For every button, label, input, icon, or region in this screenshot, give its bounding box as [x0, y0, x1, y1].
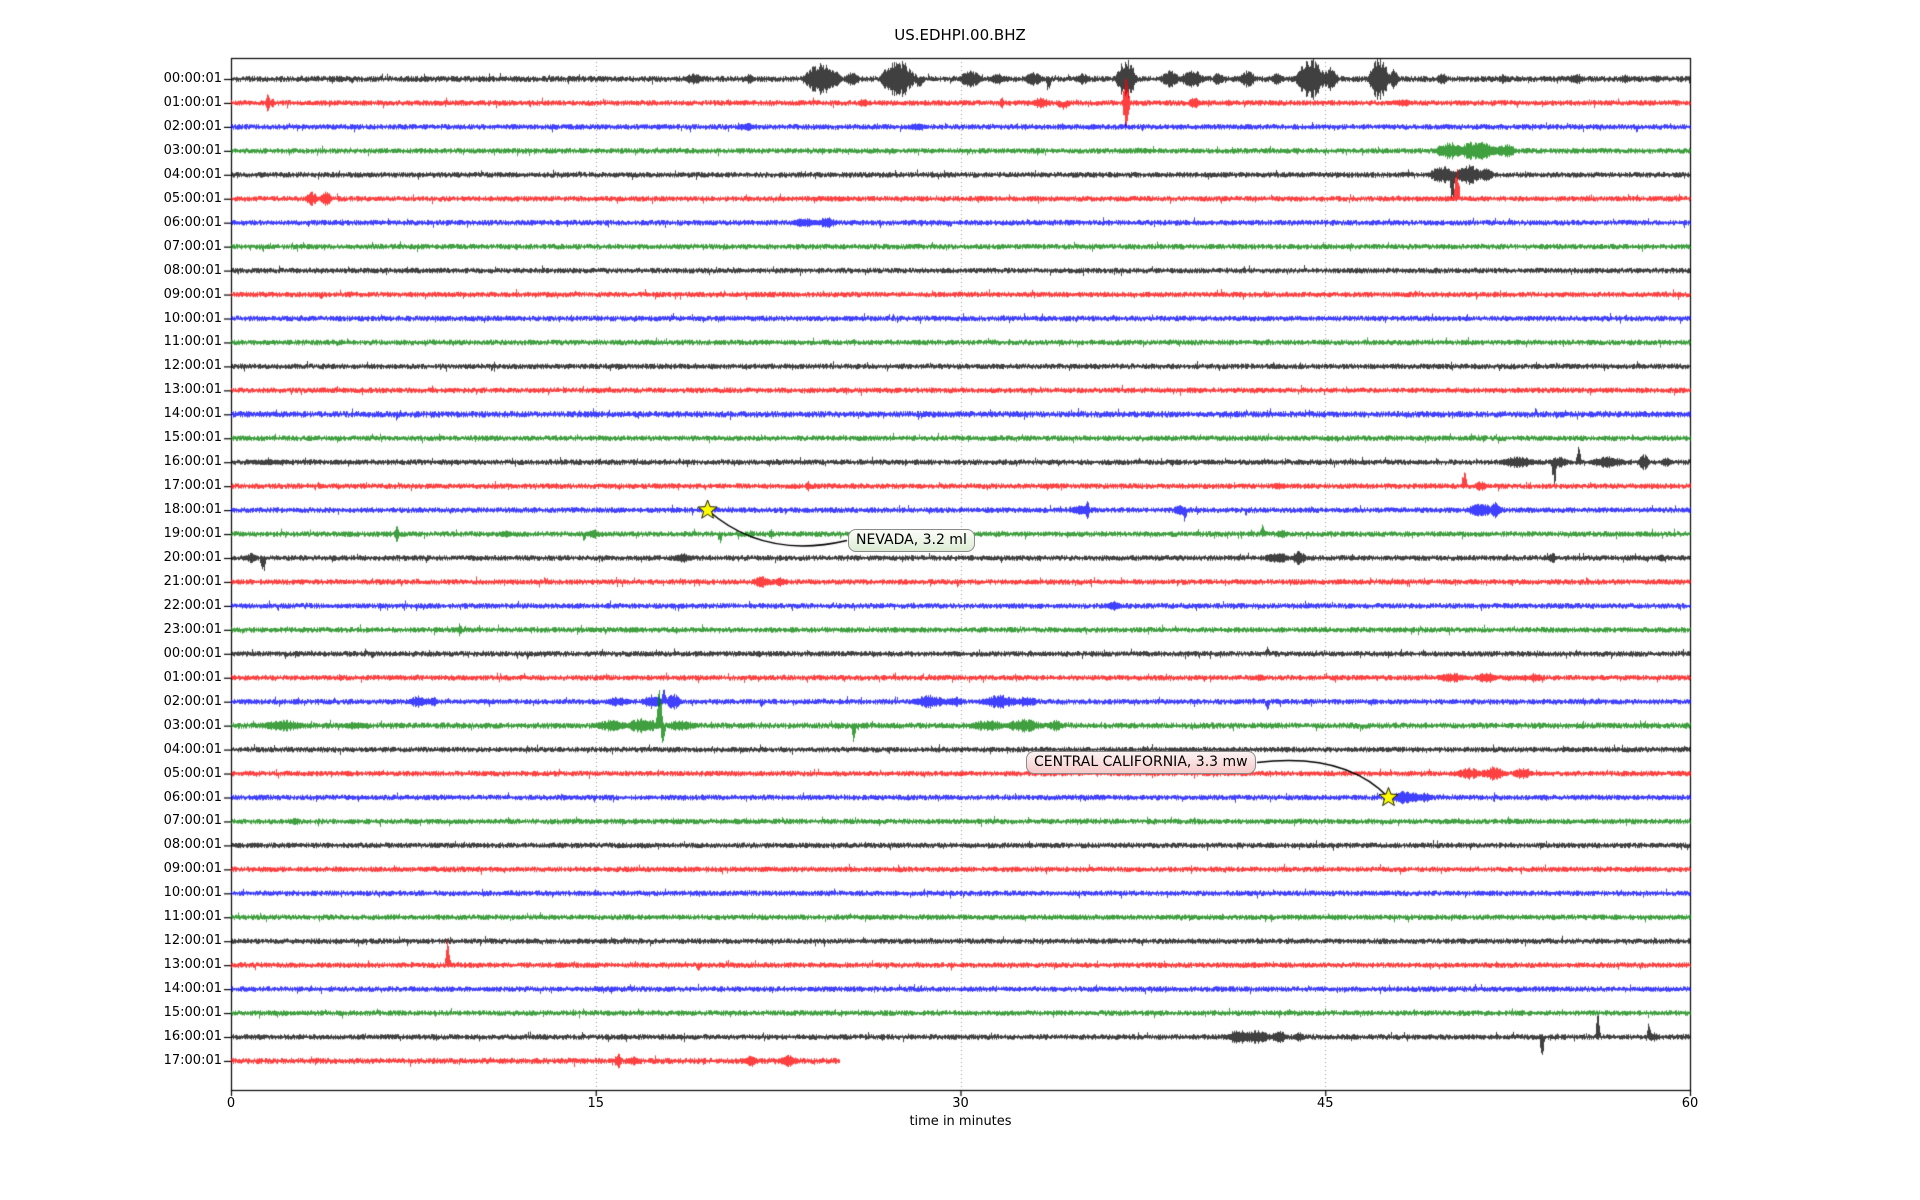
y-tick-label: 06:00:01 — [163, 214, 222, 230]
y-tick-label: 20:00:01 — [163, 550, 222, 565]
y-tick-label: 08:00:01 — [163, 837, 222, 853]
y-tick-label: 09:00:01 — [163, 286, 222, 302]
y-tick-label: 00:00:01 — [163, 71, 222, 86]
y-tick-label: 17:00:01 — [163, 1052, 222, 1068]
y-tick-label: 17:00:01 — [163, 478, 222, 494]
y-tick-label: 10:00:01 — [163, 885, 222, 901]
y-tick-label: 10:00:01 — [163, 310, 222, 326]
y-tick-label: 03:00:01 — [163, 717, 222, 733]
y-tick-label: 02:00:01 — [163, 693, 222, 709]
y-tick-label: 16:00:01 — [163, 1029, 222, 1044]
y-tick-label: 15:00:01 — [163, 430, 222, 446]
y-tick-label: 02:00:01 — [163, 118, 222, 134]
y-tick-label: 19:00:01 — [163, 526, 222, 542]
y-tick-label: 07:00:01 — [163, 238, 222, 254]
x-axis-title: time in minutes — [909, 1114, 1012, 1129]
y-tick-label: 01:00:01 — [163, 94, 222, 110]
x-tick-label: 45 — [1316, 1096, 1334, 1111]
y-tick-label: 13:00:01 — [163, 382, 222, 398]
y-tick-label: 14:00:01 — [163, 981, 222, 997]
y-tick-label: 03:00:01 — [163, 142, 222, 158]
y-tick-label: 07:00:01 — [163, 813, 222, 829]
y-tick-label: 04:00:01 — [163, 741, 222, 757]
y-tick-label: 18:00:01 — [163, 502, 222, 518]
y-tick-label: 09:00:01 — [163, 861, 222, 877]
y-tick-label: 05:00:01 — [163, 765, 222, 781]
x-tick-label: 0 — [226, 1096, 236, 1111]
y-tick-label: 05:00:01 — [163, 190, 222, 206]
y-tick-label: 01:00:01 — [163, 669, 222, 685]
y-tick-label: 12:00:01 — [163, 933, 222, 949]
y-tick-label: 15:00:01 — [163, 1005, 222, 1021]
y-tick-label: 08:00:01 — [163, 262, 222, 278]
x-tick-label: 15 — [587, 1096, 605, 1111]
y-tick-label: 23:00:01 — [163, 621, 222, 637]
y-tick-label: 06:00:01 — [163, 789, 222, 805]
y-tick-label: 16:00:01 — [163, 454, 222, 470]
y-tick-label: 21:00:01 — [163, 573, 222, 589]
y-tick-label: 14:00:01 — [163, 406, 222, 422]
y-tick-label: 22:00:01 — [163, 597, 222, 613]
x-tick-label: 30 — [952, 1096, 969, 1111]
y-tick-label: 13:00:01 — [163, 957, 222, 973]
y-tick-label: 12:00:01 — [163, 358, 222, 374]
y-tick-label: 04:00:01 — [163, 166, 222, 182]
y-tick-label: 11:00:01 — [163, 909, 222, 925]
event-annotation-nevada: NEVADA, 3.2 ml — [848, 529, 975, 552]
x-tick-label: 60 — [1681, 1096, 1699, 1111]
event-annotation-central-california: CENTRAL CALIFORNIA, 3.3 mw — [1026, 751, 1256, 774]
chart-title: US.EDHPI.00.BHZ — [894, 26, 1026, 44]
y-tick-label: 11:00:01 — [163, 334, 222, 350]
y-tick-label: 00:00:01 — [163, 645, 222, 661]
